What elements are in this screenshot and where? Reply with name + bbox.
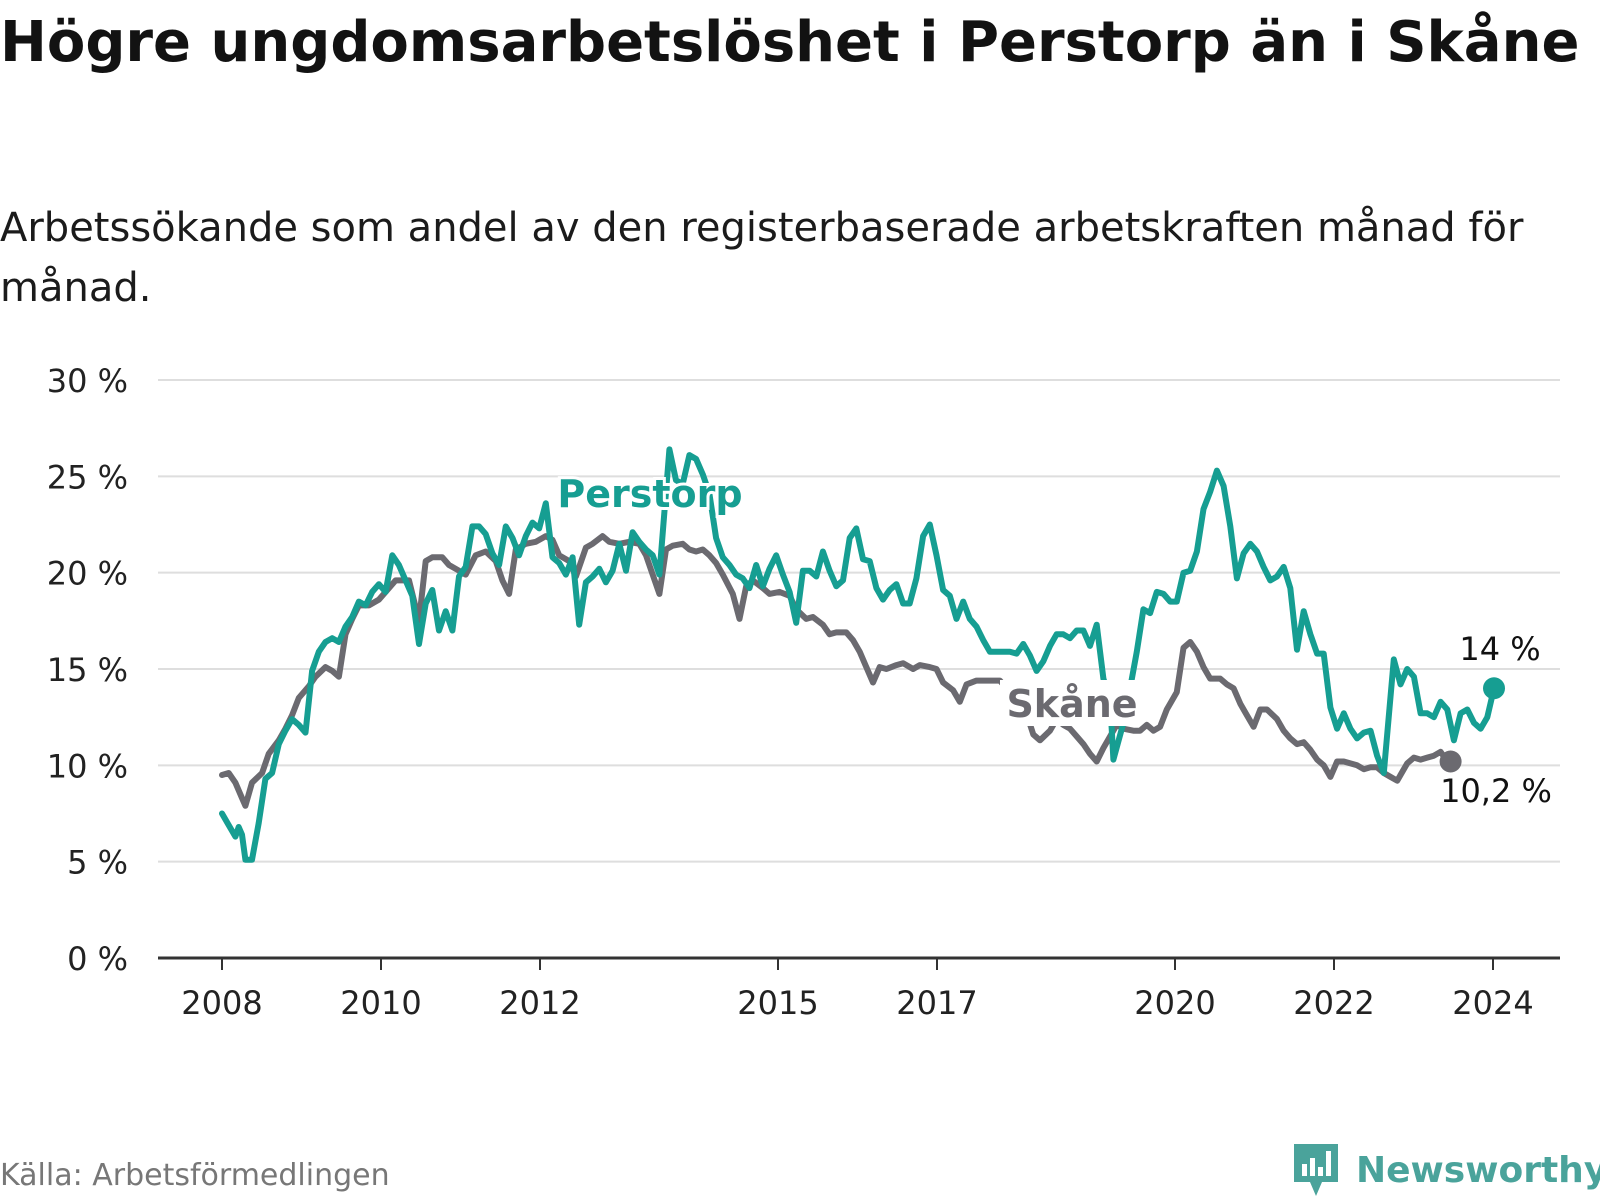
series-end-point — [1483, 677, 1505, 700]
y-tick-label: 30 % — [47, 362, 128, 400]
x-tick-label: 2024 — [1452, 984, 1533, 1022]
series-end-point — [1439, 750, 1462, 773]
label-background — [1000, 680, 1140, 726]
source-note: Källa: Arbetsförmedlingen — [0, 1158, 390, 1193]
brand-name: Newsworthy — [1356, 1149, 1600, 1191]
series-labels: Skåne Perstorp 14 % 10,2 % — [554, 469, 1555, 813]
x-axis-ticks: 2008 2010 2012 2015 2017 2020 2022 2024 — [181, 958, 1534, 1022]
x-tick-label: 2012 — [499, 984, 580, 1022]
end-label-perstorp: 14 % — [1459, 630, 1540, 668]
gridlines — [158, 379, 1560, 863]
x-tick-label: 2020 — [1134, 984, 1215, 1022]
y-axis-ticks: 0 % 5 % 10 % 15 % 20 % 25 % 30 % — [47, 362, 128, 978]
x-tick-label: 2022 — [1293, 984, 1374, 1022]
y-tick-label: 10 % — [47, 747, 128, 785]
x-tick-label: 2010 — [340, 984, 421, 1022]
newsworthy-logo-icon — [1294, 1144, 1338, 1196]
x-tick-label: 2015 — [737, 984, 818, 1022]
series-label-skane: Skåne — [1006, 682, 1137, 726]
x-tick-label: 2008 — [181, 984, 262, 1022]
end-label-skane: 10,2 % — [1440, 772, 1552, 810]
y-tick-label: 20 % — [47, 555, 128, 593]
y-tick-label: 5 % — [67, 844, 128, 882]
brand[interactable]: Newsworthy — [1290, 1140, 1600, 1200]
series-line-perstorp — [219, 446, 1497, 863]
page-title: Högre ungdomsarbetslöshet i Perstorp än … — [0, 10, 1580, 75]
y-tick-label: 15 % — [47, 651, 128, 689]
series-line-skane — [219, 533, 1454, 809]
page-subtitle: Arbetssökande som andel av den registerb… — [0, 205, 1524, 311]
line-chart: 0 %5 %10 %15 %20 %25 %30 % 2008 2010 2012 2… — [47, 362, 1560, 1022]
y-tick-label: 25 % — [47, 458, 128, 496]
series-lines — [219, 446, 1505, 863]
series-label-perstorp: Perstorp — [557, 472, 742, 516]
y-tick-label: 0 % — [67, 940, 128, 978]
x-tick-label: 2017 — [896, 984, 977, 1022]
